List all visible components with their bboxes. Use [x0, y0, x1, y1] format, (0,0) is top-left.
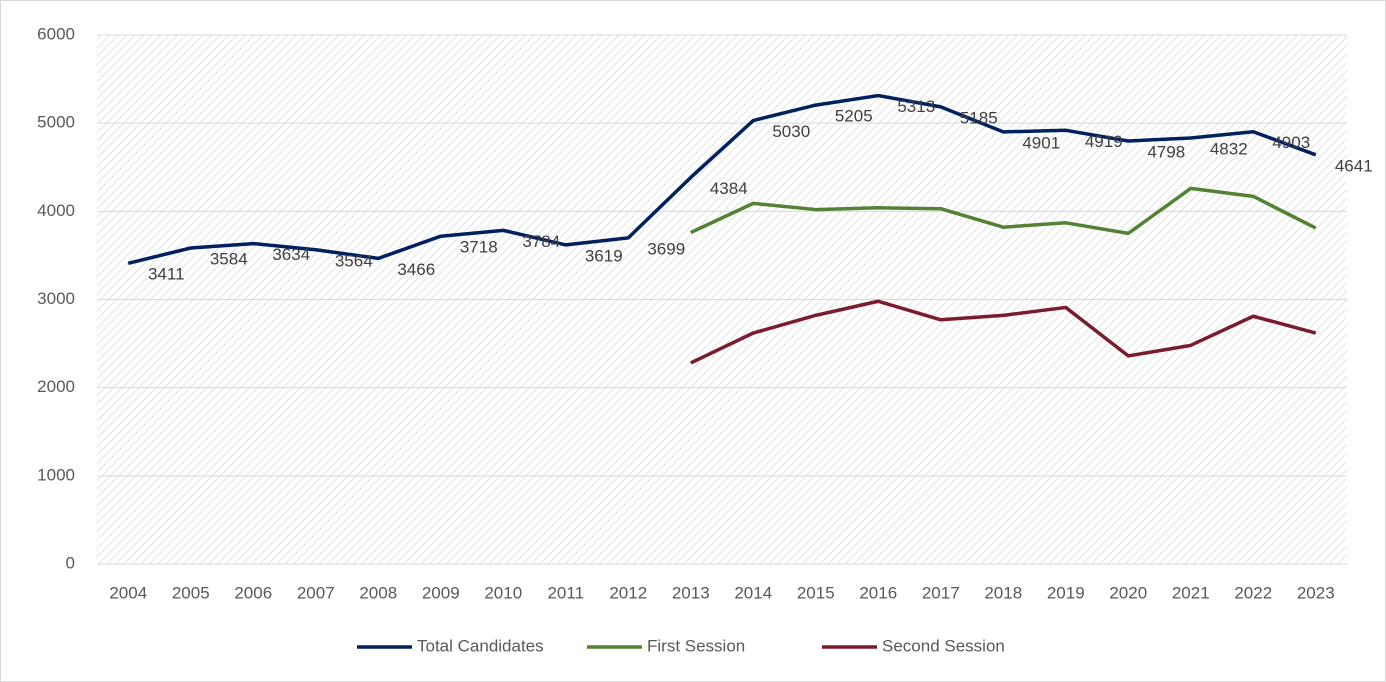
data-label: 3466: [397, 260, 435, 279]
x-tick-label: 2023: [1297, 583, 1335, 602]
data-label: 3619: [585, 246, 623, 265]
x-tick-label: 2022: [1234, 583, 1272, 602]
series-line: [690, 186, 1317, 236]
data-label: 4384: [710, 179, 748, 198]
x-tick-label: 2021: [1172, 583, 1210, 602]
x-tick-label: 2007: [297, 583, 335, 602]
data-label: 3634: [272, 245, 310, 264]
data-label: 4919: [1085, 132, 1123, 151]
data-label: 4832: [1210, 139, 1248, 158]
y-tick-label: 0: [66, 553, 75, 572]
x-tick-label: 2020: [1109, 583, 1147, 602]
x-tick-label: 2018: [984, 583, 1022, 602]
data-label: 4641: [1335, 156, 1373, 175]
data-label: 3584: [210, 249, 248, 268]
y-tick-label: 1000: [37, 465, 75, 484]
x-tick-label: 2011: [547, 583, 584, 602]
data-label: 4798: [1147, 142, 1185, 161]
x-tick-label: 2009: [422, 583, 460, 602]
data-label: 5185: [960, 108, 998, 127]
data-label: 5205: [835, 107, 873, 126]
x-tick-label: 2014: [734, 583, 772, 602]
x-tick-label: 2004: [109, 583, 147, 602]
series-line: [127, 93, 1317, 265]
x-tick-label: 2015: [797, 583, 835, 602]
data-label: 3699: [647, 239, 685, 258]
data-label: 3411: [148, 265, 185, 284]
x-tick-label: 2013: [672, 583, 710, 602]
legend-label: First Session: [647, 636, 745, 655]
x-tick-label: 2008: [359, 583, 397, 602]
x-tick-label: 2016: [859, 583, 897, 602]
y-tick-label: 6000: [37, 24, 75, 43]
y-tick-label: 2000: [37, 377, 75, 396]
data-label: 4901: [1022, 133, 1060, 152]
data-label: 5313: [897, 97, 935, 116]
data-label: 3564: [335, 251, 373, 270]
x-tick-label: 2005: [172, 583, 210, 602]
y-tick-label: 4000: [37, 201, 75, 220]
data-label: 3718: [460, 238, 498, 257]
x-tick-label: 2012: [609, 583, 647, 602]
x-tick-label: 2017: [922, 583, 960, 602]
x-tick-label: 2006: [234, 583, 272, 602]
y-tick-label: 3000: [37, 289, 75, 308]
data-label: 5030: [772, 122, 810, 141]
series-line: [689, 299, 1317, 365]
data-label: 3784: [522, 232, 560, 251]
x-tick-label: 2019: [1047, 583, 1085, 602]
x-tick-label: 2010: [484, 583, 522, 602]
legend-label: Second Session: [882, 636, 1005, 655]
data-label: 4903: [1272, 133, 1310, 152]
y-tick-label: 5000: [37, 113, 75, 132]
legend-label: Total Candidates: [417, 636, 544, 655]
